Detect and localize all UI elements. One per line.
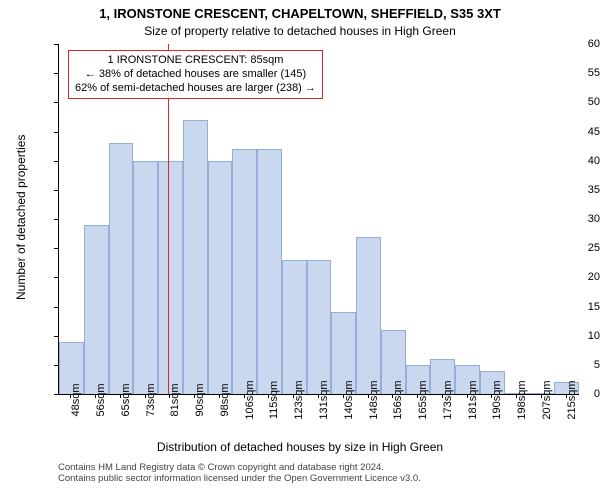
x-tick-label: 65sqm (120, 383, 132, 416)
x-tick-mark (194, 394, 195, 398)
x-tick-label: 73sqm (145, 383, 157, 416)
x-tick-label: 48sqm (70, 383, 82, 416)
y-tick-mark (54, 161, 58, 162)
x-tick-mark (541, 394, 542, 398)
histogram-bar (183, 120, 208, 394)
chart-title-line2: Size of property relative to detached ho… (0, 24, 600, 38)
histogram-bar (307, 260, 332, 394)
x-tick-label: 106sqm (244, 380, 256, 419)
histogram-bar (356, 237, 381, 395)
y-tick-label: 25 (550, 242, 600, 254)
x-tick-label: 215sqm (566, 380, 578, 419)
y-tick-mark (54, 336, 58, 337)
histogram-bar (232, 149, 257, 394)
x-tick-label: 198sqm (516, 380, 528, 419)
x-tick-label: 140sqm (343, 380, 355, 419)
x-tick-label: 207sqm (541, 380, 553, 419)
x-tick-mark (120, 394, 121, 398)
x-tick-mark (491, 394, 492, 398)
histogram-bar (282, 260, 307, 394)
x-tick-label: 56sqm (95, 383, 107, 416)
x-tick-label: 90sqm (194, 383, 206, 416)
y-tick-mark (54, 219, 58, 220)
y-tick-mark (54, 44, 58, 45)
x-tick-mark (70, 394, 71, 398)
info-box-line: 62% of semi-detached houses are larger (… (75, 82, 316, 96)
chart-container: 1, IRONSTONE CRESCENT, CHAPELTOWN, SHEFF… (0, 0, 600, 500)
x-tick-label: 81sqm (169, 383, 181, 416)
x-tick-label: 190sqm (491, 380, 503, 419)
chart-title-line1: 1, IRONSTONE CRESCENT, CHAPELTOWN, SHEFF… (0, 6, 600, 21)
x-tick-mark (145, 394, 146, 398)
x-tick-mark (343, 394, 344, 398)
y-tick-mark (54, 307, 58, 308)
x-tick-mark (169, 394, 170, 398)
x-tick-mark (268, 394, 269, 398)
y-tick-label: 5 (550, 359, 600, 371)
histogram-bar (109, 143, 134, 394)
x-tick-mark (368, 394, 369, 398)
x-tick-mark (566, 394, 567, 398)
y-tick-mark (54, 190, 58, 191)
histogram-bar (158, 161, 183, 394)
x-tick-label: 148sqm (368, 380, 380, 419)
y-tick-label: 20 (550, 271, 600, 283)
y-tick-label: 45 (550, 126, 600, 138)
x-tick-label: 173sqm (442, 380, 454, 419)
y-tick-mark (54, 248, 58, 249)
y-axis-label: Number of detached properties (14, 135, 28, 300)
y-tick-mark (54, 73, 58, 74)
x-tick-label: 156sqm (392, 380, 404, 419)
y-tick-label: 35 (550, 184, 600, 196)
histogram-bar (133, 161, 158, 394)
y-tick-label: 10 (550, 330, 600, 342)
x-tick-mark (442, 394, 443, 398)
histogram-bar (84, 225, 109, 394)
y-tick-mark (54, 365, 58, 366)
x-tick-label: 98sqm (219, 383, 231, 416)
y-tick-mark (54, 102, 58, 103)
x-tick-label: 181sqm (467, 380, 479, 419)
x-tick-mark (293, 394, 294, 398)
histogram-bar (257, 149, 282, 394)
footer-attribution: Contains HM Land Registry data © Crown c… (58, 462, 421, 485)
x-tick-label: 123sqm (293, 380, 305, 419)
footer-line: Contains HM Land Registry data © Crown c… (58, 462, 421, 473)
x-tick-mark (392, 394, 393, 398)
y-tick-label: 55 (550, 67, 600, 79)
x-tick-mark (467, 394, 468, 398)
y-tick-label: 15 (550, 301, 600, 313)
histogram-bar (208, 161, 233, 394)
y-tick-mark (54, 277, 58, 278)
y-tick-mark (54, 132, 58, 133)
y-tick-mark (54, 394, 58, 395)
x-tick-mark (244, 394, 245, 398)
x-tick-mark (95, 394, 96, 398)
info-box: 1 IRONSTONE CRESCENT: 85sqm ← 38% of det… (68, 50, 323, 99)
x-tick-mark (318, 394, 319, 398)
x-tick-label: 165sqm (417, 380, 429, 419)
x-tick-label: 131sqm (318, 380, 330, 419)
footer-line: Contains public sector information licen… (58, 473, 421, 484)
x-tick-mark (219, 394, 220, 398)
y-tick-label: 30 (550, 213, 600, 225)
x-tick-label: 115sqm (268, 381, 280, 419)
y-tick-label: 50 (550, 96, 600, 108)
x-axis-label: Distribution of detached houses by size … (0, 440, 600, 454)
y-tick-label: 60 (550, 38, 600, 50)
info-box-line: ← 38% of detached houses are smaller (14… (75, 68, 316, 82)
y-tick-label: 40 (550, 155, 600, 167)
x-tick-mark (516, 394, 517, 398)
x-tick-mark (417, 394, 418, 398)
info-box-line: 1 IRONSTONE CRESCENT: 85sqm (75, 54, 316, 68)
